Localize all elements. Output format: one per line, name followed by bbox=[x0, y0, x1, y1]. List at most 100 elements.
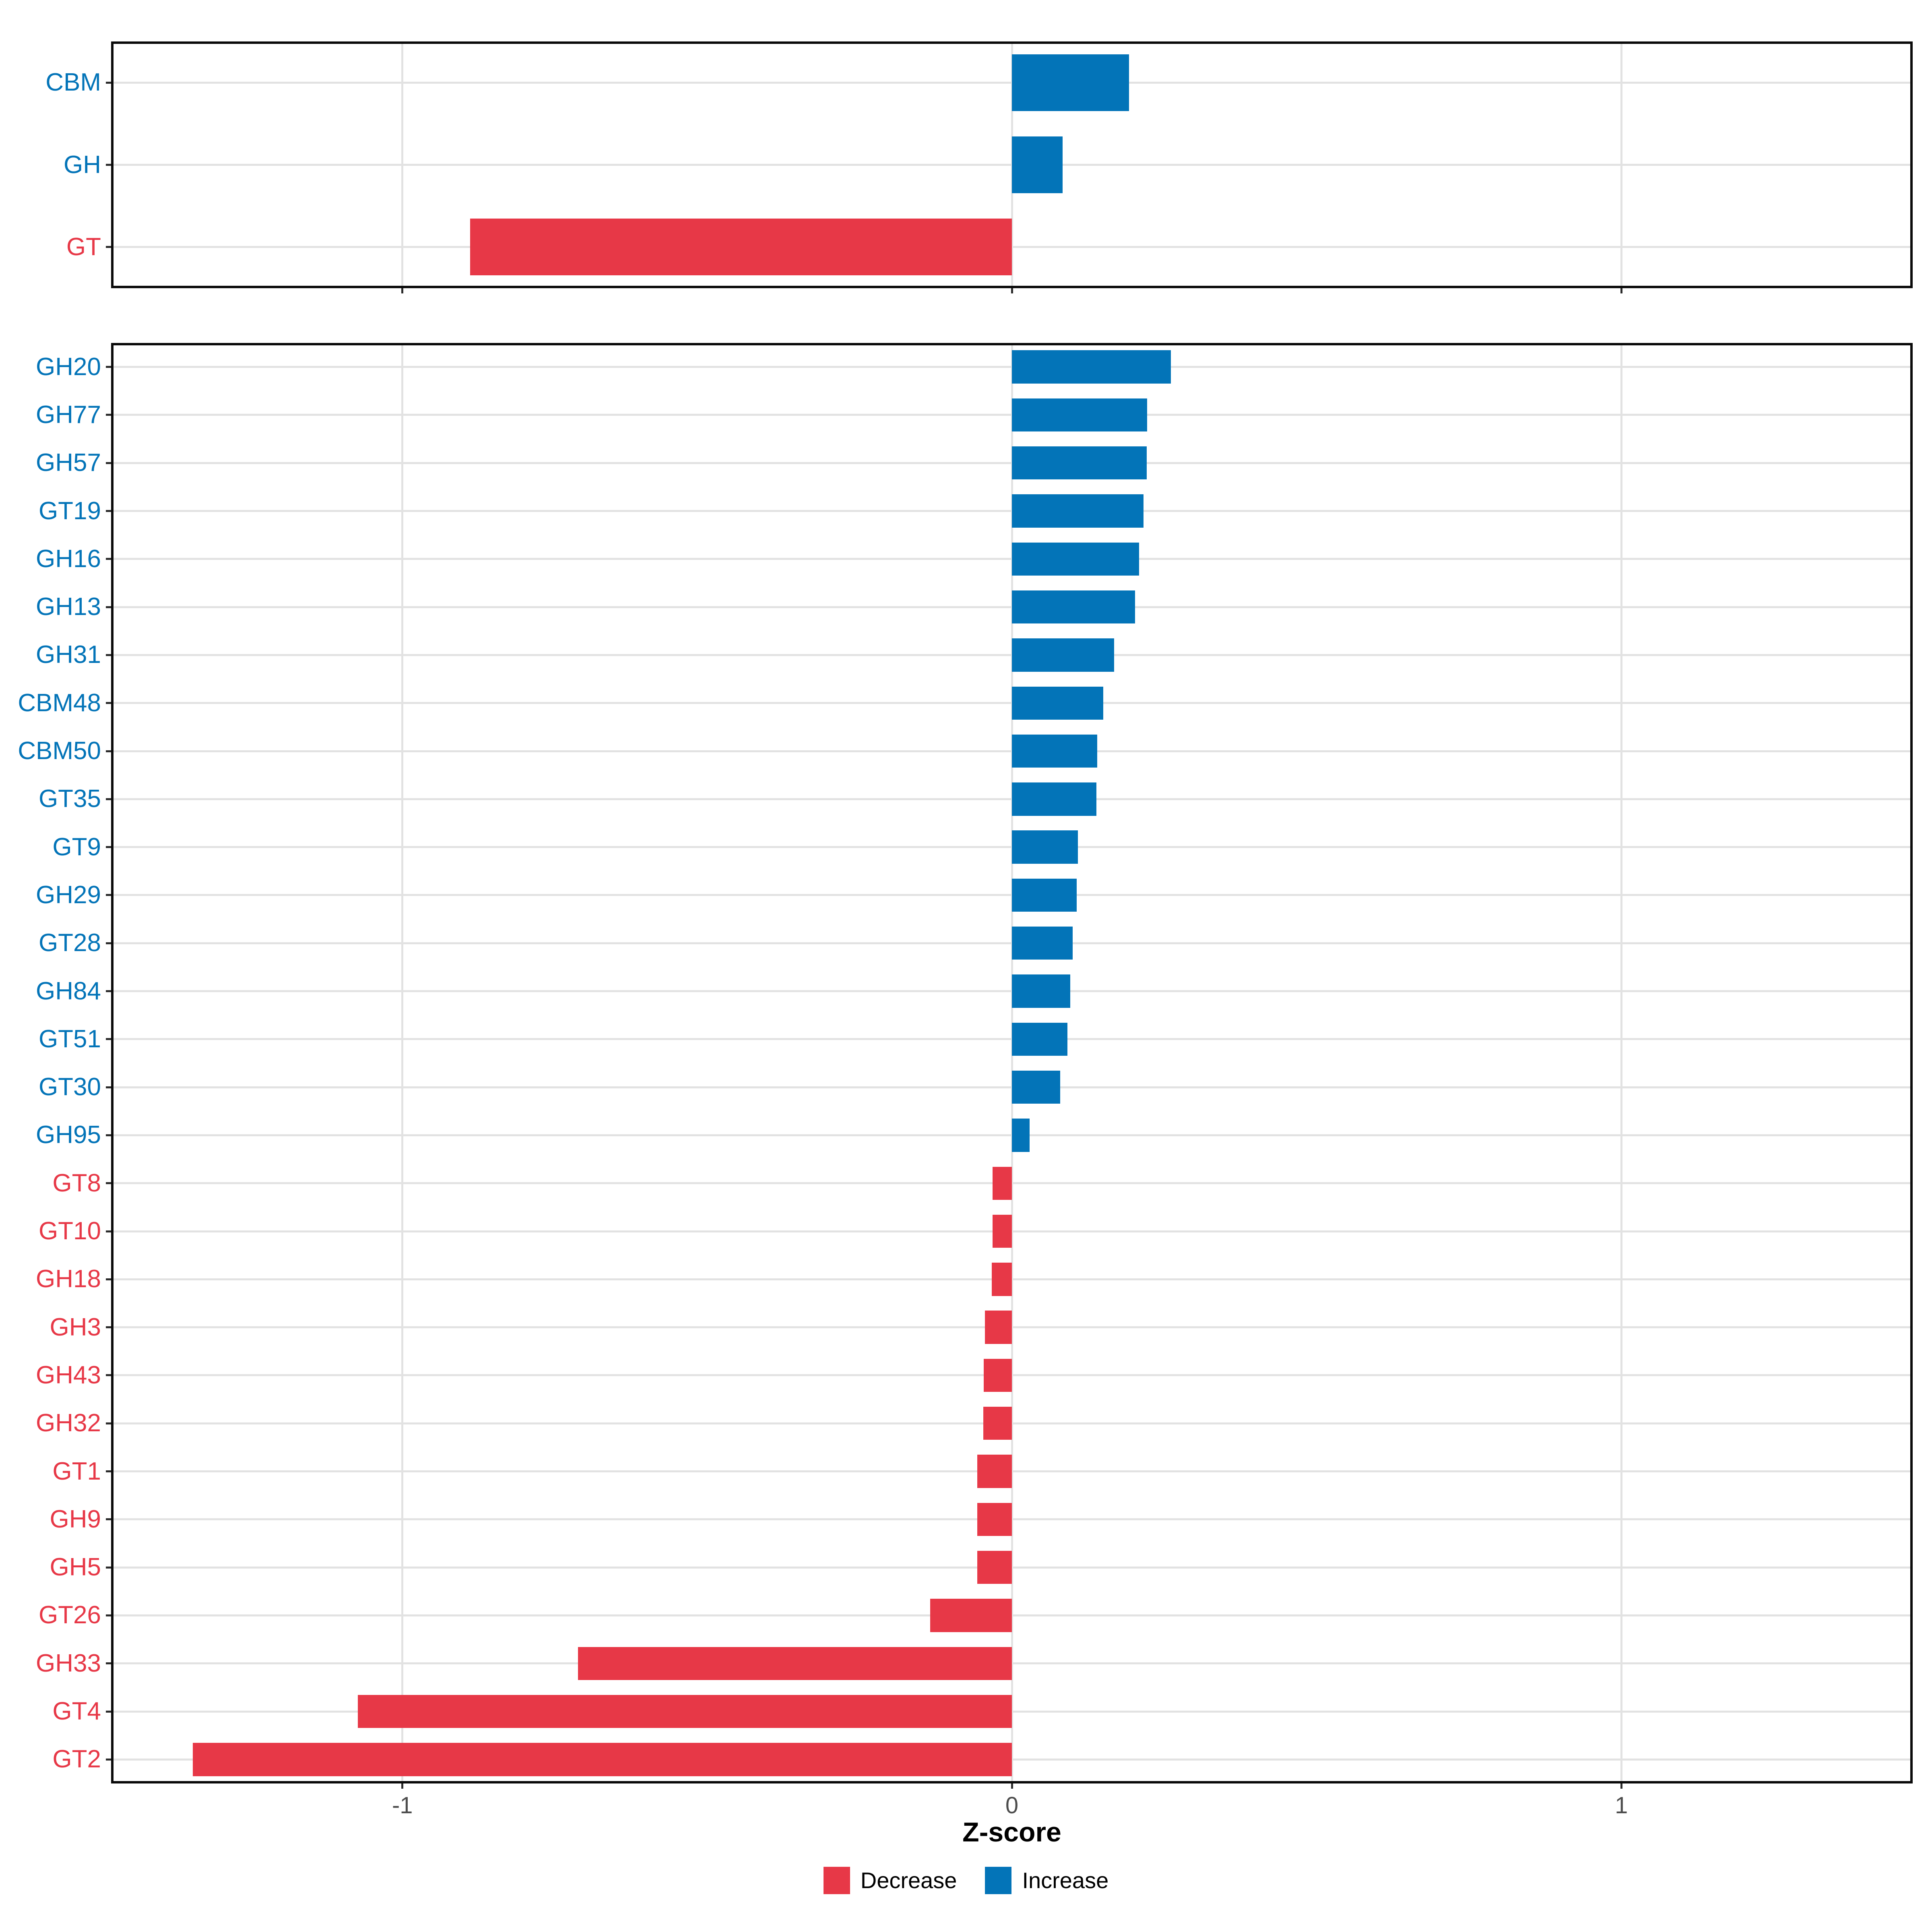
bar-GH5 bbox=[977, 1550, 1012, 1584]
y-axis-tick bbox=[106, 1230, 111, 1232]
y-axis-label-GT28: GT28 bbox=[38, 929, 101, 957]
legend-swatch-increase bbox=[985, 1867, 1012, 1894]
gridline-horizontal bbox=[111, 1710, 1913, 1713]
y-axis-label-CBM48: CBM48 bbox=[18, 689, 101, 717]
y-axis-tick bbox=[106, 1566, 111, 1569]
y-axis-tick bbox=[106, 606, 111, 608]
y-axis-tick bbox=[106, 846, 111, 848]
y-axis-tick bbox=[106, 654, 111, 656]
y-axis-tick bbox=[106, 702, 111, 704]
bar-GH bbox=[1012, 136, 1063, 193]
y-axis-tick bbox=[106, 81, 111, 84]
y-axis-tick bbox=[106, 750, 111, 752]
y-axis-label-GH95: GH95 bbox=[36, 1121, 101, 1149]
gridline-horizontal bbox=[111, 1278, 1913, 1280]
y-axis-label-GT4: GT4 bbox=[52, 1697, 101, 1726]
bar-GH31 bbox=[1012, 638, 1115, 672]
y-axis-tick bbox=[106, 990, 111, 993]
y-axis-label-GH5: GH5 bbox=[50, 1553, 101, 1581]
gridline-vertical bbox=[1620, 343, 1622, 1783]
y-axis-label-GH: GH bbox=[64, 151, 101, 179]
y-axis-label-GH32: GH32 bbox=[36, 1409, 101, 1437]
y-axis-tick bbox=[106, 1134, 111, 1136]
bar-GH33 bbox=[578, 1647, 1012, 1680]
y-axis-tick bbox=[106, 1710, 111, 1713]
bar-CBM bbox=[1012, 54, 1129, 111]
y-axis-tick bbox=[106, 1662, 111, 1665]
gridline-vertical bbox=[401, 343, 404, 1783]
gridline-horizontal bbox=[111, 1374, 1913, 1377]
gridline-horizontal bbox=[111, 1614, 1913, 1616]
y-axis-tick bbox=[106, 246, 111, 248]
bar-GH18 bbox=[992, 1263, 1012, 1296]
gridline-horizontal bbox=[111, 246, 1913, 248]
y-axis-label-GH16: GH16 bbox=[36, 545, 101, 573]
gridline-horizontal bbox=[111, 1662, 1913, 1665]
y-axis-tick bbox=[106, 164, 111, 166]
y-axis-tick bbox=[106, 1470, 111, 1473]
legend-item-decrease: Decrease bbox=[823, 1867, 957, 1894]
gridline-horizontal bbox=[111, 1758, 1913, 1761]
y-axis-tick bbox=[106, 558, 111, 560]
bar-GH95 bbox=[1012, 1119, 1030, 1152]
y-axis-tick bbox=[106, 1326, 111, 1329]
bar-GT bbox=[470, 219, 1012, 276]
x-axis-title: Z-score bbox=[962, 1817, 1061, 1847]
bar-GT30 bbox=[1012, 1070, 1060, 1104]
bar-GT51 bbox=[1012, 1022, 1067, 1056]
bar-GH32 bbox=[983, 1407, 1012, 1440]
y-axis-label-GH77: GH77 bbox=[36, 400, 101, 429]
x-axis-tick bbox=[1620, 1783, 1622, 1789]
y-axis-tick bbox=[106, 894, 111, 896]
y-axis-label-GT2: GT2 bbox=[52, 1745, 101, 1773]
bar-GT1 bbox=[977, 1455, 1012, 1488]
bar-GT28 bbox=[1012, 927, 1073, 960]
y-axis-label-GT51: GT51 bbox=[38, 1025, 101, 1053]
bar-GH13 bbox=[1012, 590, 1135, 624]
bar-CBM50 bbox=[1012, 734, 1097, 768]
y-axis-label-GH33: GH33 bbox=[36, 1649, 101, 1677]
y-axis-label-GT: GT bbox=[66, 233, 101, 261]
bar-GH20 bbox=[1012, 350, 1171, 384]
y-axis-tick bbox=[106, 366, 111, 368]
y-axis-tick bbox=[106, 798, 111, 800]
bar-GT26 bbox=[930, 1599, 1012, 1632]
bar-GT8 bbox=[992, 1166, 1012, 1200]
y-axis-tick bbox=[106, 510, 111, 512]
bar-GT4 bbox=[358, 1695, 1012, 1728]
bar-GH3 bbox=[985, 1311, 1012, 1344]
y-axis-label-GH43: GH43 bbox=[36, 1361, 101, 1389]
y-axis-label-GH20: GH20 bbox=[36, 353, 101, 381]
y-axis-tick bbox=[106, 1614, 111, 1616]
y-axis-tick bbox=[106, 1038, 111, 1040]
y-axis-label-GT8: GT8 bbox=[52, 1169, 101, 1197]
gridline-horizontal bbox=[111, 1470, 1913, 1473]
legend: Decrease Increase bbox=[0, 1867, 1932, 1894]
x-axis-tick-label: 1 bbox=[1615, 1792, 1628, 1818]
gridline-horizontal bbox=[111, 1422, 1913, 1424]
bar-GT19 bbox=[1012, 494, 1144, 528]
x-axis-tick-label: 0 bbox=[1005, 1792, 1019, 1818]
y-axis-label-GT10: GT10 bbox=[38, 1217, 101, 1245]
y-axis-label-GT19: GT19 bbox=[38, 497, 101, 525]
bar-GH9 bbox=[977, 1503, 1012, 1536]
legend-item-increase: Increase bbox=[985, 1867, 1108, 1894]
x-axis-tick bbox=[401, 1783, 404, 1789]
y-axis-tick bbox=[106, 1374, 111, 1377]
legend-swatch-decrease bbox=[823, 1867, 850, 1894]
bar-GT2 bbox=[192, 1743, 1012, 1776]
y-axis-label-GH31: GH31 bbox=[36, 641, 101, 669]
y-axis-tick bbox=[106, 942, 111, 944]
bar-GH29 bbox=[1012, 878, 1077, 912]
x-axis-tick bbox=[1011, 1783, 1013, 1789]
bar-CBM48 bbox=[1012, 686, 1104, 720]
gridline-horizontal bbox=[111, 1518, 1913, 1521]
y-axis-tick bbox=[106, 1182, 111, 1185]
y-axis-label-GH18: GH18 bbox=[36, 1265, 101, 1293]
legend-label-increase: Increase bbox=[1022, 1868, 1109, 1893]
y-axis-label-GT1: GT1 bbox=[52, 1457, 101, 1485]
y-axis-tick bbox=[106, 1086, 111, 1088]
bar-GH77 bbox=[1012, 398, 1148, 432]
bar-GT10 bbox=[992, 1214, 1012, 1248]
gridline-horizontal bbox=[111, 1182, 1913, 1185]
